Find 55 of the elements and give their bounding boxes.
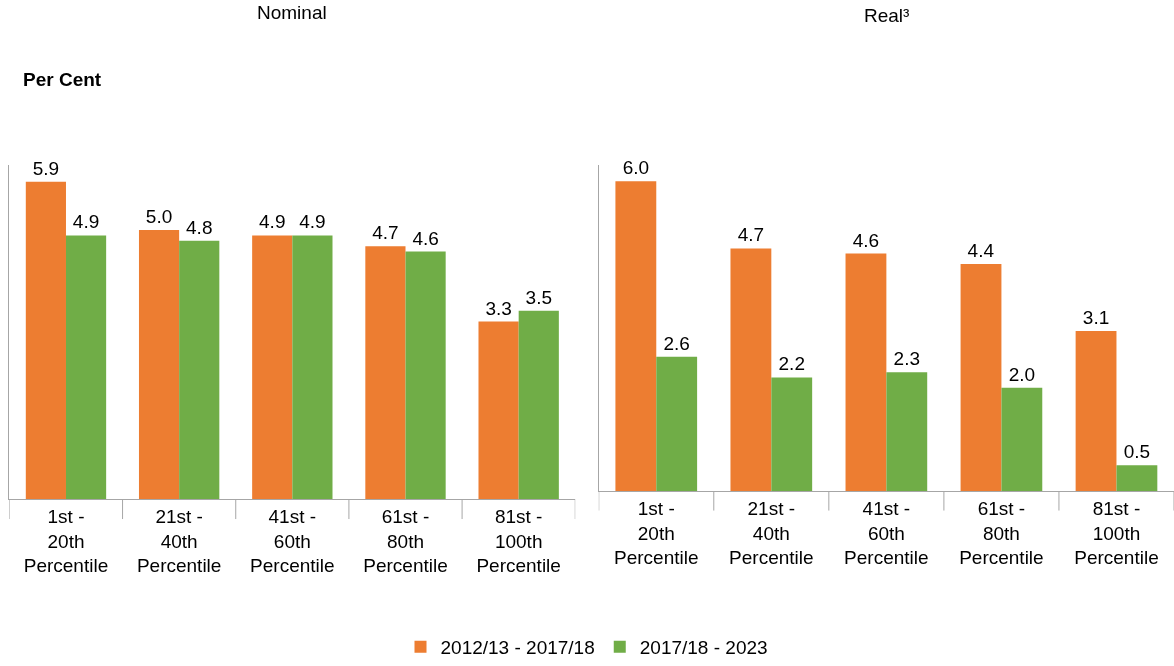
- data-label: 4.8: [186, 216, 213, 238]
- data-label: 5.9: [32, 157, 60, 179]
- data-label: 4.9: [72, 211, 100, 233]
- data-label: 5.0: [145, 206, 173, 228]
- data-label: 6.0: [622, 157, 650, 179]
- legend-label: 2017/18 - 2023: [639, 637, 768, 659]
- bar: [478, 321, 519, 499]
- x-tick-label: 81st - 100th Percentile: [1074, 497, 1159, 569]
- bar: [518, 310, 559, 499]
- data-label: 3.5: [525, 286, 552, 308]
- data-label: 0.5: [1123, 441, 1151, 463]
- bar: [1075, 330, 1117, 491]
- data-label: 2.2: [778, 353, 805, 375]
- data-label: 4.9: [259, 211, 286, 233]
- chart-title: Nominal: [257, 2, 327, 23]
- bar: [405, 251, 446, 499]
- bar: [25, 181, 66, 499]
- x-tick-label: 81st - 100th Percentile: [476, 505, 561, 577]
- bar: [845, 253, 887, 491]
- x-tick-label: 41st - 60th Percentile: [250, 505, 335, 577]
- bar: [179, 240, 220, 499]
- bar: [138, 230, 180, 499]
- x-tick-label: 21st - 40th Percentile: [136, 505, 222, 577]
- bar: [730, 248, 772, 491]
- data-label: 2.6: [663, 332, 690, 354]
- x-tick-label: 61st - 80th Percentile: [363, 505, 448, 577]
- x-tick-label: 1st - 20th Percentile: [23, 505, 109, 577]
- bar: [1116, 465, 1158, 491]
- bar: [656, 356, 698, 491]
- x-tick-label: 61st - 80th Percentile: [959, 497, 1044, 569]
- data-label: 4.6: [412, 227, 439, 249]
- chart-title: Real³: [864, 5, 910, 26]
- data-label: 4.7: [737, 224, 765, 246]
- data-label: 2.0: [1008, 363, 1036, 385]
- data-label: 4.9: [299, 211, 326, 233]
- bar: [365, 246, 406, 499]
- bar: [65, 235, 107, 499]
- x-tick-label: 41st - 60th Percentile: [844, 497, 929, 569]
- data-label: 4.6: [852, 229, 880, 251]
- data-label: 3.3: [485, 297, 512, 319]
- bar: [252, 235, 293, 499]
- bar: [292, 235, 333, 499]
- y-axis-title: Per Cent: [23, 69, 102, 90]
- x-tick-label: 21st - 40th Percentile: [729, 497, 814, 569]
- bar: [615, 181, 657, 491]
- data-label: 4.4: [967, 239, 995, 261]
- data-label: 3.1: [1082, 306, 1110, 328]
- bar: [960, 263, 1002, 491]
- bar: [1001, 387, 1043, 491]
- data-label: 4.7: [372, 222, 399, 244]
- bar: [886, 372, 928, 491]
- legend-label: 2012/13 - 2017/18: [440, 637, 595, 659]
- x-tick-label: 1st - 20th Percentile: [614, 497, 699, 569]
- data-label: 2.3: [893, 348, 920, 370]
- bar: [771, 377, 813, 491]
